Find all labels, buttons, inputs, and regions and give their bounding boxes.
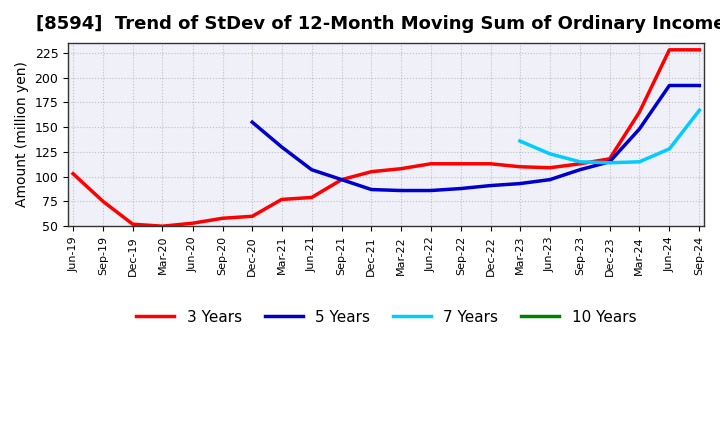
Title: [8594]  Trend of StDev of 12-Month Moving Sum of Ordinary Incomes: [8594] Trend of StDev of 12-Month Moving… <box>36 15 720 33</box>
Y-axis label: Amount (million yen): Amount (million yen) <box>15 62 29 208</box>
Line: 5 Years: 5 Years <box>252 85 699 191</box>
Legend: 3 Years, 5 Years, 7 Years, 10 Years: 3 Years, 5 Years, 7 Years, 10 Years <box>130 304 642 331</box>
Line: 3 Years: 3 Years <box>73 50 699 226</box>
Line: 7 Years: 7 Years <box>520 110 699 163</box>
